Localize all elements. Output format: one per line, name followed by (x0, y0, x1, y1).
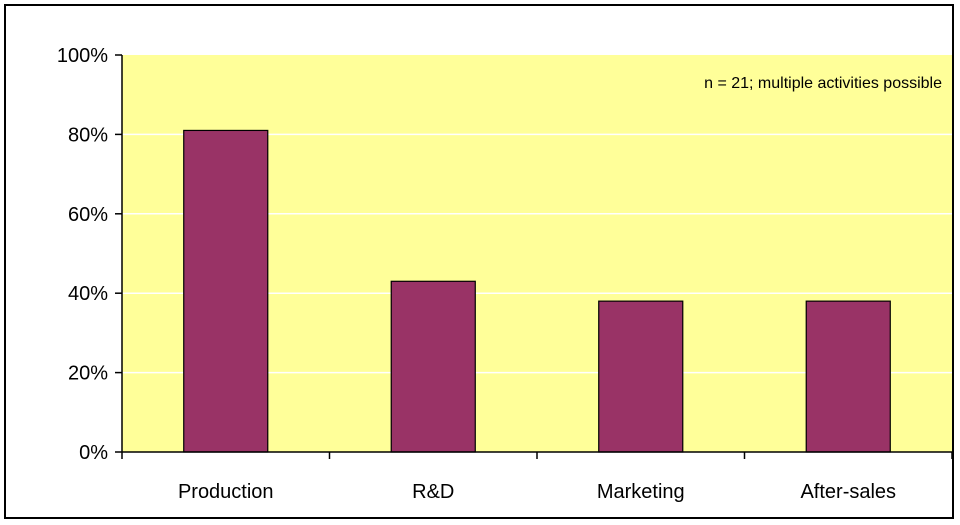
bar-production (183, 129, 269, 453)
bar-marketing (598, 300, 684, 453)
y-tick-label: 0% (79, 442, 108, 464)
y-tick-label: 100% (57, 45, 108, 67)
bars (183, 129, 891, 453)
y-tick-label: 40% (68, 283, 108, 305)
y-tick-label: 60% (68, 204, 108, 226)
y-tick-label: 20% (68, 363, 108, 385)
sample-size-annotation: n = 21; multiple activities possible (704, 75, 942, 92)
x-tick-label: Marketing (597, 481, 685, 503)
x-tick-label: R&D (412, 481, 454, 503)
x-axis-ticks: Production R&D Marketing After-sales (121, 452, 953, 503)
x-tick-label: Production (178, 481, 274, 503)
bar-after-sales (805, 300, 891, 453)
y-tick-label: 80% (68, 124, 108, 146)
bar-r-d (390, 280, 476, 453)
x-tick-label: After-sales (800, 481, 896, 503)
y-axis-ticks: 0% 20% 40% 60% 80% 100% (57, 45, 122, 464)
